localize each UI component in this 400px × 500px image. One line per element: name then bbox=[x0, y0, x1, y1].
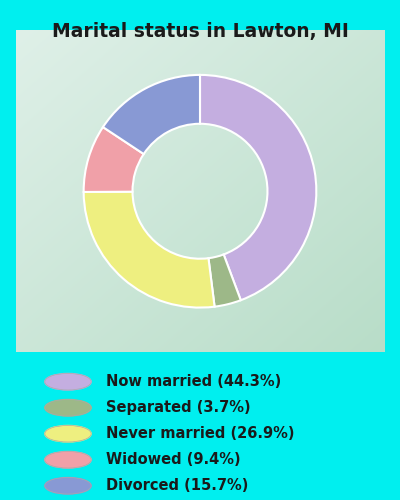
Wedge shape bbox=[200, 75, 316, 300]
Circle shape bbox=[45, 374, 91, 390]
Wedge shape bbox=[84, 192, 214, 308]
Text: Marital status in Lawton, MI: Marital status in Lawton, MI bbox=[52, 22, 348, 42]
Wedge shape bbox=[103, 75, 200, 154]
Text: Divorced (15.7%): Divorced (15.7%) bbox=[106, 478, 248, 493]
Text: Widowed (9.4%): Widowed (9.4%) bbox=[106, 452, 241, 467]
Wedge shape bbox=[208, 254, 241, 306]
Wedge shape bbox=[84, 127, 144, 192]
Circle shape bbox=[45, 426, 91, 442]
Text: Separated (3.7%): Separated (3.7%) bbox=[106, 400, 251, 415]
Circle shape bbox=[45, 478, 91, 494]
Circle shape bbox=[45, 452, 91, 468]
Text: Never married (26.9%): Never married (26.9%) bbox=[106, 426, 294, 441]
Circle shape bbox=[45, 400, 91, 416]
Text: Now married (44.3%): Now married (44.3%) bbox=[106, 374, 281, 389]
